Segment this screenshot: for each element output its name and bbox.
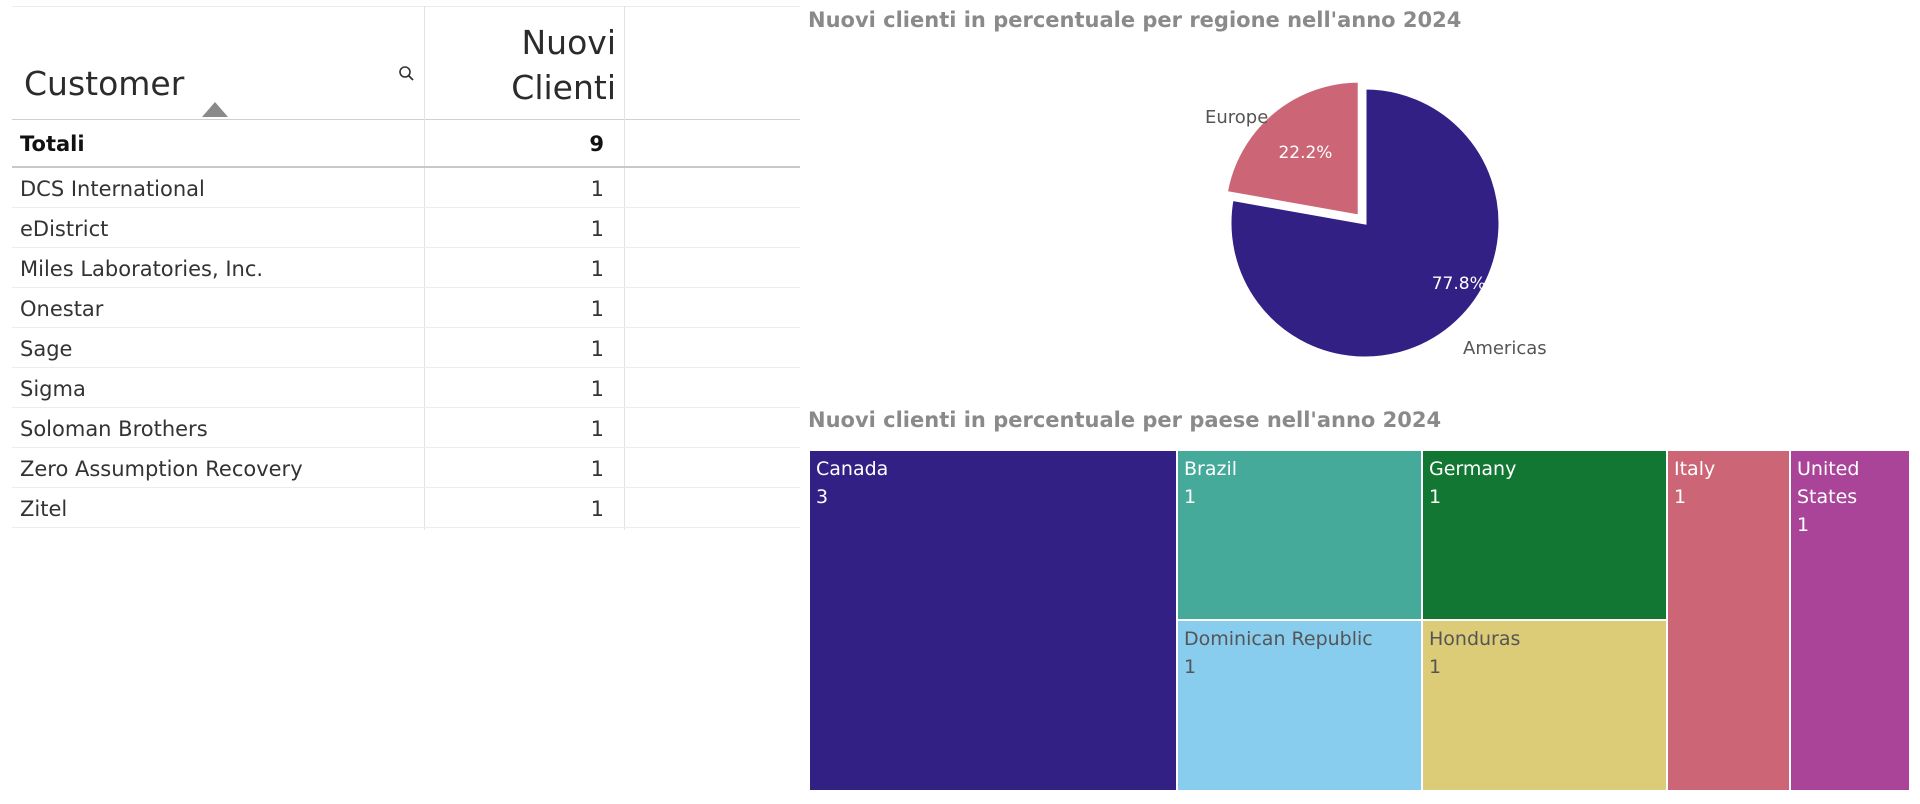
table-row[interactable]: Sage 1 [12,328,800,368]
table-row[interactable]: Zitel 1 [12,488,800,528]
table-header: Customer Nuovi Clienti [12,6,800,120]
treemap-tile-italy[interactable]: Italy 1 [1667,450,1790,791]
table-top-rule [12,6,800,7]
totals-row: Totali 9 [12,120,800,168]
table-row[interactable]: Soloman Brothers 1 [12,408,800,448]
search-icon[interactable] [397,64,417,84]
customer-cell: Zitel [20,497,68,521]
table-row[interactable]: Zero Assumption Recovery 1 [12,448,800,488]
column-divider [624,6,625,530]
treemap-tile-name: Canada [816,458,889,480]
treemap-tile-value: 3 [816,486,829,508]
treemap-tile-name: Dominican Republic [1184,628,1373,650]
treemap-tile-label: United States 1 [1797,455,1905,539]
customer-cell: Miles Laboratories, Inc. [20,257,264,281]
pie-chart[interactable]: 77.8% Americas 22.2% Europe [1150,60,1570,380]
new-clients-cell: 1 [590,337,604,361]
customer-cell: Soloman Brothers [20,417,208,441]
new-clients-cell: 1 [590,457,604,481]
pie-percent-label: 77.8% [1432,274,1486,294]
treemap-tile-name: Honduras [1429,628,1521,650]
treemap-tile-value: 1 [1674,486,1687,508]
new-clients-cell: 1 [590,377,604,401]
pie-chart-title: Nuovi clienti in percentuale per regione… [808,8,1462,32]
treemap-tile-label: Germany 1 [1429,455,1662,511]
totals-label: Totali [20,132,85,156]
table-row[interactable]: Miles Laboratories, Inc. 1 [12,248,800,288]
treemap-tile-canada[interactable]: Canada 3 [809,450,1177,791]
pie-category-label: Europe [1205,107,1268,128]
customer-cell: eDistrict [20,217,109,241]
sort-ascending-icon[interactable] [202,102,228,117]
treemap-tile-name: United States [1797,458,1860,508]
table-row[interactable]: Onestar 1 [12,288,800,328]
treemap-tile-brazil[interactable]: Brazil 1 [1177,450,1422,620]
pie-category-label: Americas [1463,338,1547,359]
treemap-tile-name: Italy [1674,458,1716,480]
treemap-tile-name: Brazil [1184,458,1238,480]
treemap-tile-label: Italy 1 [1674,455,1785,511]
treemap-tile-germany[interactable]: Germany 1 [1422,450,1667,620]
new-clients-cell: 1 [590,217,604,241]
column-header-nuovi-clienti[interactable]: Nuovi Clienti [511,23,616,107]
customer-cell: Sigma [20,377,86,401]
treemap-tile-label: Canada 3 [816,455,1172,511]
pie-slice-americas[interactable] [1228,86,1502,360]
new-clients-cell: 1 [590,177,604,201]
treemap-tile-label: Brazil 1 [1184,455,1417,511]
treemap-tile-value: 1 [1184,656,1197,678]
treemap-tile-honduras[interactable]: Honduras 1 [1422,620,1667,791]
treemap-tile-value: 1 [1429,656,1442,678]
treemap-chart-title: Nuovi clienti in percentuale per paese n… [808,408,1442,432]
table-row[interactable]: Sigma 1 [12,368,800,408]
table-row[interactable]: DCS International 1 [12,168,800,208]
table-body: DCS International 1 eDistrict 1 Miles Labo… [12,168,800,528]
pie-slice-europe[interactable] [1224,79,1361,218]
table-row[interactable]: eDistrict 1 [12,208,800,248]
column-divider [424,6,425,530]
treemap-tile-label: Honduras 1 [1429,625,1662,681]
treemap-tile-united-states[interactable]: United States 1 [1790,450,1910,791]
customer-cell: Onestar [20,297,104,321]
new-clients-cell: 1 [590,497,604,521]
new-clients-cell: 1 [590,417,604,441]
pie-percent-label: 22.2% [1278,143,1332,163]
treemap-tile-value: 1 [1184,486,1197,508]
new-clients-cell: 1 [590,297,604,321]
column-header-customer[interactable]: Customer [24,64,185,103]
customer-cell: Zero Assumption Recovery [20,457,303,481]
treemap-tile-label: Dominican Republic 1 [1184,625,1417,681]
customer-cell: DCS International [20,177,205,201]
treemap-tile-value: 1 [1797,514,1810,536]
totals-value: 9 [589,132,604,156]
customer-cell: Sage [20,337,73,361]
treemap-tile-dominican-republic[interactable]: Dominican Republic 1 [1177,620,1422,791]
new-clients-cell: 1 [590,257,604,281]
treemap-tile-name: Germany [1429,458,1517,480]
treemap-chart[interactable]: Canada 3 Brazil 1 Dominican Republic 1 Germany… [809,450,1910,791]
treemap-tile-value: 1 [1429,486,1442,508]
